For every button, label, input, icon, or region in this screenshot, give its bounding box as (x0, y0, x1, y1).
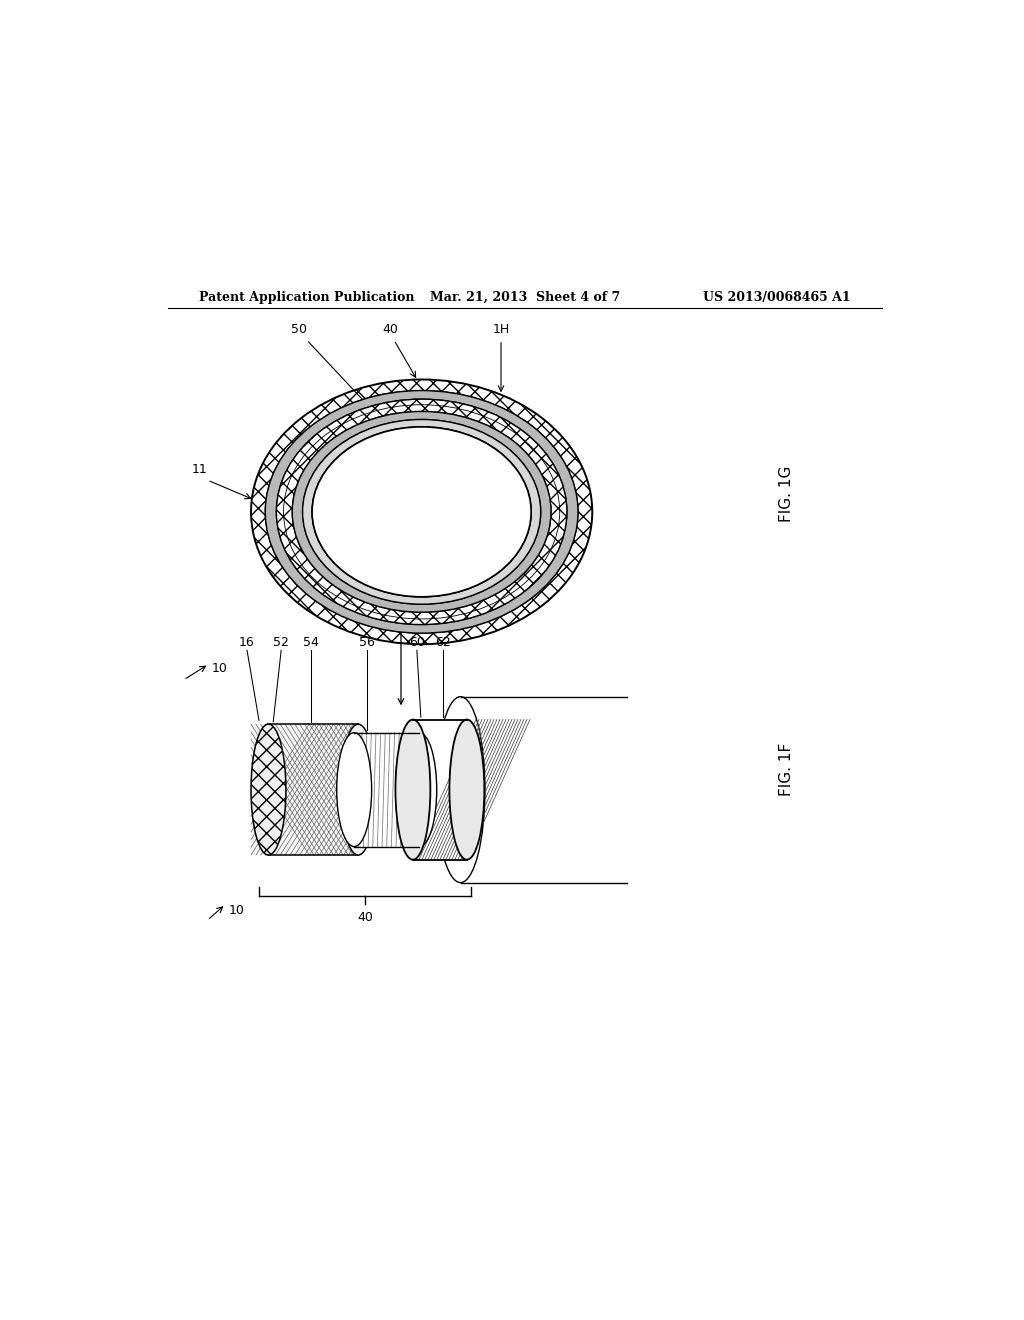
Ellipse shape (303, 420, 541, 605)
Ellipse shape (251, 379, 592, 644)
Text: 16: 16 (240, 636, 255, 648)
Text: FIG. 1G: FIG. 1G (779, 466, 795, 521)
Text: 52: 52 (273, 636, 289, 648)
Ellipse shape (312, 426, 531, 597)
Ellipse shape (312, 426, 531, 597)
Text: 16: 16 (396, 516, 416, 531)
Ellipse shape (401, 733, 436, 846)
Ellipse shape (337, 733, 372, 846)
Ellipse shape (341, 725, 376, 855)
Ellipse shape (276, 399, 567, 624)
Text: US 2013/0068465 A1: US 2013/0068465 A1 (702, 292, 850, 304)
Ellipse shape (292, 412, 551, 612)
Text: 11: 11 (527, 775, 544, 788)
Ellipse shape (265, 391, 578, 634)
Ellipse shape (251, 379, 592, 644)
Text: 10: 10 (211, 661, 227, 675)
Text: 1H: 1H (493, 323, 510, 335)
Text: Mar. 21, 2013  Sheet 4 of 7: Mar. 21, 2013 Sheet 4 of 7 (430, 292, 620, 304)
Text: 54: 54 (374, 429, 390, 442)
Ellipse shape (450, 719, 484, 859)
Text: 60: 60 (409, 636, 425, 648)
Ellipse shape (436, 697, 485, 883)
Text: 11: 11 (191, 463, 207, 477)
Ellipse shape (251, 725, 286, 855)
Bar (354, 733, 419, 846)
Bar (461, 697, 627, 883)
Text: 40: 40 (357, 911, 373, 924)
Text: 50: 50 (291, 323, 306, 335)
Ellipse shape (292, 412, 551, 612)
Text: 40: 40 (382, 323, 398, 335)
Ellipse shape (276, 399, 567, 624)
Bar (251, 725, 358, 855)
Text: 62: 62 (435, 636, 451, 648)
Bar (413, 719, 467, 859)
Text: 50: 50 (409, 586, 425, 599)
Text: 52: 52 (397, 455, 414, 469)
Text: 10: 10 (228, 904, 245, 917)
Text: Patent Application Publication: Patent Application Publication (200, 292, 415, 304)
Ellipse shape (265, 391, 578, 634)
Text: 56: 56 (359, 636, 375, 648)
Text: FIG. 1F: FIG. 1F (779, 743, 795, 796)
Ellipse shape (395, 719, 430, 859)
Text: 54: 54 (302, 636, 318, 648)
Ellipse shape (303, 420, 541, 605)
